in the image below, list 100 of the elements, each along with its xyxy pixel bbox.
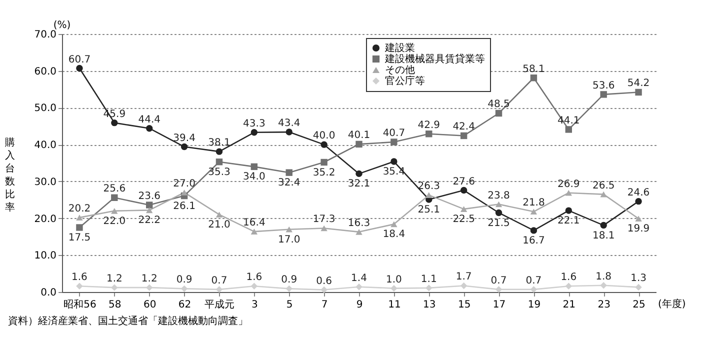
data-label: 0.9 [176, 274, 192, 286]
point [216, 212, 223, 218]
point [111, 284, 118, 291]
point [565, 126, 572, 133]
data-label: 1.6 [246, 272, 262, 284]
point [426, 192, 432, 198]
data-label: 23.8 [488, 190, 510, 202]
legend-label: 建設機械器具賃貸業等 [384, 53, 485, 65]
point [460, 132, 468, 140]
point [180, 190, 188, 196]
data-label: 27.6 [452, 176, 475, 188]
point [356, 170, 362, 178]
point [180, 143, 188, 150]
point [320, 158, 328, 166]
x-tick-label: 15 [458, 300, 471, 310]
point [635, 216, 642, 222]
point [356, 283, 362, 290]
point [565, 282, 572, 290]
data-label: 1.2 [106, 274, 122, 285]
y-tick-label: 60.0 [34, 66, 56, 78]
data-label: 1.4 [351, 272, 367, 284]
point [460, 282, 468, 290]
point [635, 198, 642, 205]
data-label: 40.0 [312, 130, 336, 142]
data-label: 54.2 [627, 78, 650, 90]
data-label: 1.6 [72, 272, 88, 284]
point [250, 228, 258, 234]
data-label: 32.1 [348, 178, 370, 190]
x-tick-label: 3 [251, 300, 258, 310]
data-label: 22.0 [103, 216, 126, 227]
data-label: 19.9 [627, 224, 650, 235]
data-label: 1.3 [630, 273, 646, 284]
point [111, 194, 118, 201]
data-label: 38.1 [208, 138, 230, 149]
x-tick-label: 25 [632, 300, 646, 310]
data-label: 40.7 [382, 128, 406, 139]
point [390, 284, 398, 292]
legend-label: 官公庁等 [385, 75, 425, 87]
data-label: 43.4 [278, 118, 300, 130]
x-tick-label: 5 [286, 300, 293, 310]
point [426, 284, 432, 292]
point [286, 128, 292, 136]
data-label: 42.4 [452, 122, 475, 133]
x-tick-label: 62 [178, 300, 192, 310]
point [635, 88, 642, 96]
point [530, 286, 538, 293]
point [530, 227, 538, 234]
data-label: 26.1 [173, 200, 196, 212]
point [600, 282, 607, 289]
data-label: 44.4 [138, 114, 160, 126]
point [286, 226, 292, 232]
point [390, 221, 398, 228]
y-tick-label: 50.0 [34, 103, 56, 114]
data-label: 40.1 [348, 130, 370, 142]
data-label: 27.0 [173, 178, 196, 190]
data-label: 22.2 [138, 215, 160, 226]
data-label: 60.7 [68, 54, 91, 66]
data-label: 0.9 [281, 274, 298, 286]
point [495, 110, 502, 117]
data-label: 0.7 [526, 275, 542, 286]
data-label: 58.1 [522, 64, 545, 75]
point [250, 129, 258, 136]
data-label: 22.1 [558, 216, 580, 227]
y-tick-label: 70.0 [34, 30, 56, 40]
point [76, 224, 83, 231]
point [600, 191, 607, 198]
x-tick-label: 58 [108, 300, 122, 310]
data-label: 16.3 [348, 218, 370, 229]
point [356, 229, 362, 235]
point [390, 138, 398, 146]
x-tick-label: 19 [528, 300, 541, 310]
point [286, 285, 292, 292]
x-tick-label: 23 [598, 300, 610, 310]
point [146, 125, 153, 132]
data-label: 1.7 [456, 272, 472, 283]
data-label: 1.8 [596, 271, 612, 282]
x-tick-label: 13 [423, 300, 436, 310]
point [180, 285, 188, 292]
point [216, 286, 223, 293]
point [320, 286, 328, 294]
y-tick-label: 40.0 [34, 140, 56, 152]
point [286, 169, 292, 176]
x-tick-label: 11 [388, 300, 401, 310]
data-label: 1.1 [420, 274, 437, 285]
data-label: 17.5 [68, 232, 91, 244]
data-label: 21.5 [488, 218, 510, 229]
point [495, 201, 502, 208]
text: 資料）経済産業省、国土交通省「建設機械動向調査」 [8, 315, 248, 327]
point [111, 208, 118, 214]
data-label: 53.6 [592, 80, 615, 92]
y-axis-title: 購入台数比率 [5, 136, 15, 214]
point [76, 64, 83, 72]
point [320, 141, 328, 148]
data-label: 35.3 [208, 166, 230, 178]
data-label: 18.1 [592, 230, 615, 242]
y-tick-label: 30.0 [34, 176, 56, 188]
x-tick-label: 60 [143, 300, 156, 310]
point [111, 119, 118, 126]
x-axis-title: (年度) [658, 298, 686, 310]
point [76, 282, 83, 290]
